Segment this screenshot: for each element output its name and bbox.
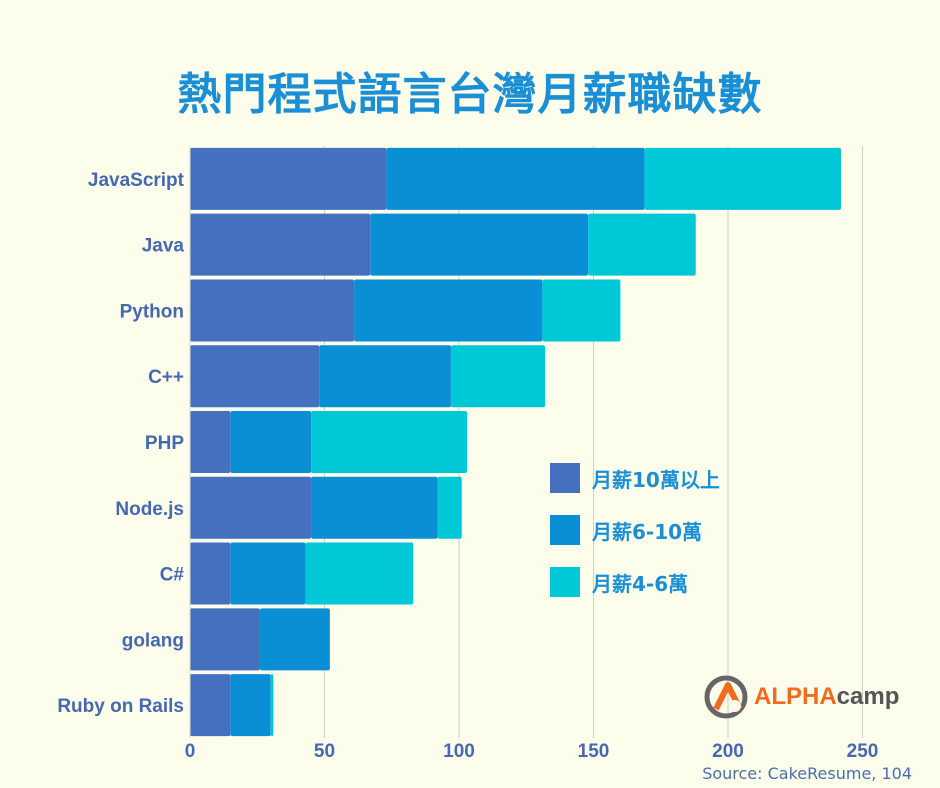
logo-text-camp: camp [836, 683, 900, 710]
bar-segment [259, 608, 330, 671]
bar-segment [305, 542, 414, 605]
x-tick-label: 250 [847, 741, 879, 762]
bar-segment [319, 345, 451, 408]
bar-segment [386, 147, 645, 210]
bar-segment [190, 279, 355, 342]
bar-segment [644, 147, 841, 210]
x-tick-label: 50 [314, 741, 335, 762]
legend: 月薪10萬以上 月薪6-10萬 月薪4-6萬 [550, 452, 720, 608]
chart-title: 熱門程式語言台灣月薪職缺數 [177, 69, 763, 120]
bar-segment [190, 542, 231, 605]
category-label: C# [160, 565, 185, 586]
x-tick-label: 150 [578, 741, 610, 762]
source-note: Source: CakeResume, 104 [702, 764, 912, 783]
category-label: Node.js [115, 499, 184, 520]
logo-text-alpha: ALPHA [754, 683, 837, 710]
bar-segment [230, 542, 306, 605]
bar-segment [588, 213, 696, 276]
category-label: JavaScript [88, 170, 185, 191]
bar-segment [190, 345, 320, 408]
bar-segment [437, 476, 462, 539]
bar-segment [190, 213, 371, 276]
bar-segment [450, 345, 546, 408]
category-label: Java [142, 236, 185, 257]
legend-swatch [550, 515, 580, 545]
legend-item: 月薪4-6萬 [550, 556, 720, 608]
alphacamp-logo-icon [704, 675, 748, 719]
bar-segment [354, 279, 543, 342]
bar-segment [190, 476, 312, 539]
bar-segment [311, 411, 468, 473]
bar-segment [190, 608, 260, 671]
x-tick-label: 200 [712, 741, 744, 762]
legend-label: 月薪4-6萬 [592, 571, 689, 596]
category-label: Python [120, 301, 184, 322]
legend-item: 月薪10萬以上 [550, 452, 720, 504]
legend-label: 月薪6-10萬 [592, 519, 703, 544]
bar-segment [370, 213, 589, 276]
x-tick-label: 0 [185, 741, 196, 762]
legend-swatch [550, 567, 580, 597]
category-label: C++ [148, 367, 184, 388]
bar-segment [270, 674, 274, 737]
bar-segment [190, 147, 387, 210]
category-label: Ruby on Rails [57, 696, 184, 717]
category-label: PHP [145, 433, 184, 454]
alphacamp-logo: ALPHA camp [704, 675, 899, 719]
legend-label: 月薪10萬以上 [592, 467, 720, 492]
legend-item: 月薪6-10萬 [550, 504, 720, 556]
bar-segment [311, 476, 438, 539]
bar-segment [190, 674, 231, 737]
category-label: golang [122, 630, 184, 651]
bar-segment [230, 674, 271, 737]
x-tick-label: 100 [443, 741, 475, 762]
bar-segment [230, 411, 312, 473]
legend-swatch [550, 463, 580, 493]
bar-segment [190, 411, 231, 473]
bar-segment [542, 279, 621, 342]
